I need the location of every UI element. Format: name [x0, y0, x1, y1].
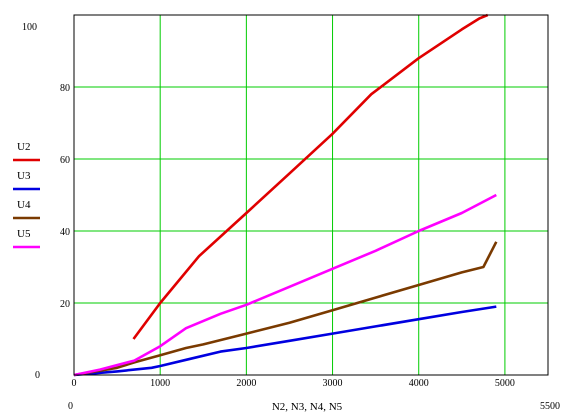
series-line-u3	[73, 305, 497, 377]
y-tick-label: 40	[60, 227, 70, 238]
series-layer	[73, 13, 498, 377]
y-max-label: 100	[22, 22, 37, 33]
legend-label-u5: U5	[17, 228, 31, 240]
legend-label-u4: U4	[17, 199, 31, 211]
y-tick-label: 20	[60, 299, 70, 310]
legend-label-u2: U2	[17, 141, 30, 153]
legend: U2 U3 U4 U5	[13, 141, 40, 249]
legend-label-u3: U3	[17, 170, 31, 182]
y-tick-label: 80	[60, 83, 70, 94]
series-line-u5	[73, 193, 497, 377]
y-tick-label: 60	[60, 155, 70, 166]
series-line-u2	[132, 13, 489, 340]
x-max-label: 5500	[540, 401, 560, 412]
x-tick-label: 0	[72, 378, 77, 389]
x-tick-label: 1000	[150, 378, 170, 389]
x-axis-label: N2, N3, N4, N5	[272, 401, 343, 412]
series-line-u4	[73, 241, 498, 377]
x-tick-label: 2000	[236, 378, 256, 389]
x-tick-label: 5000	[495, 378, 515, 389]
grid-lines	[74, 14, 548, 375]
y-min-label: 0	[35, 370, 40, 381]
plot-frame	[73, 14, 549, 376]
x-tick-label: 3000	[323, 378, 343, 389]
x-tick-label: 4000	[409, 378, 429, 389]
x-min-label: 0	[68, 401, 73, 412]
